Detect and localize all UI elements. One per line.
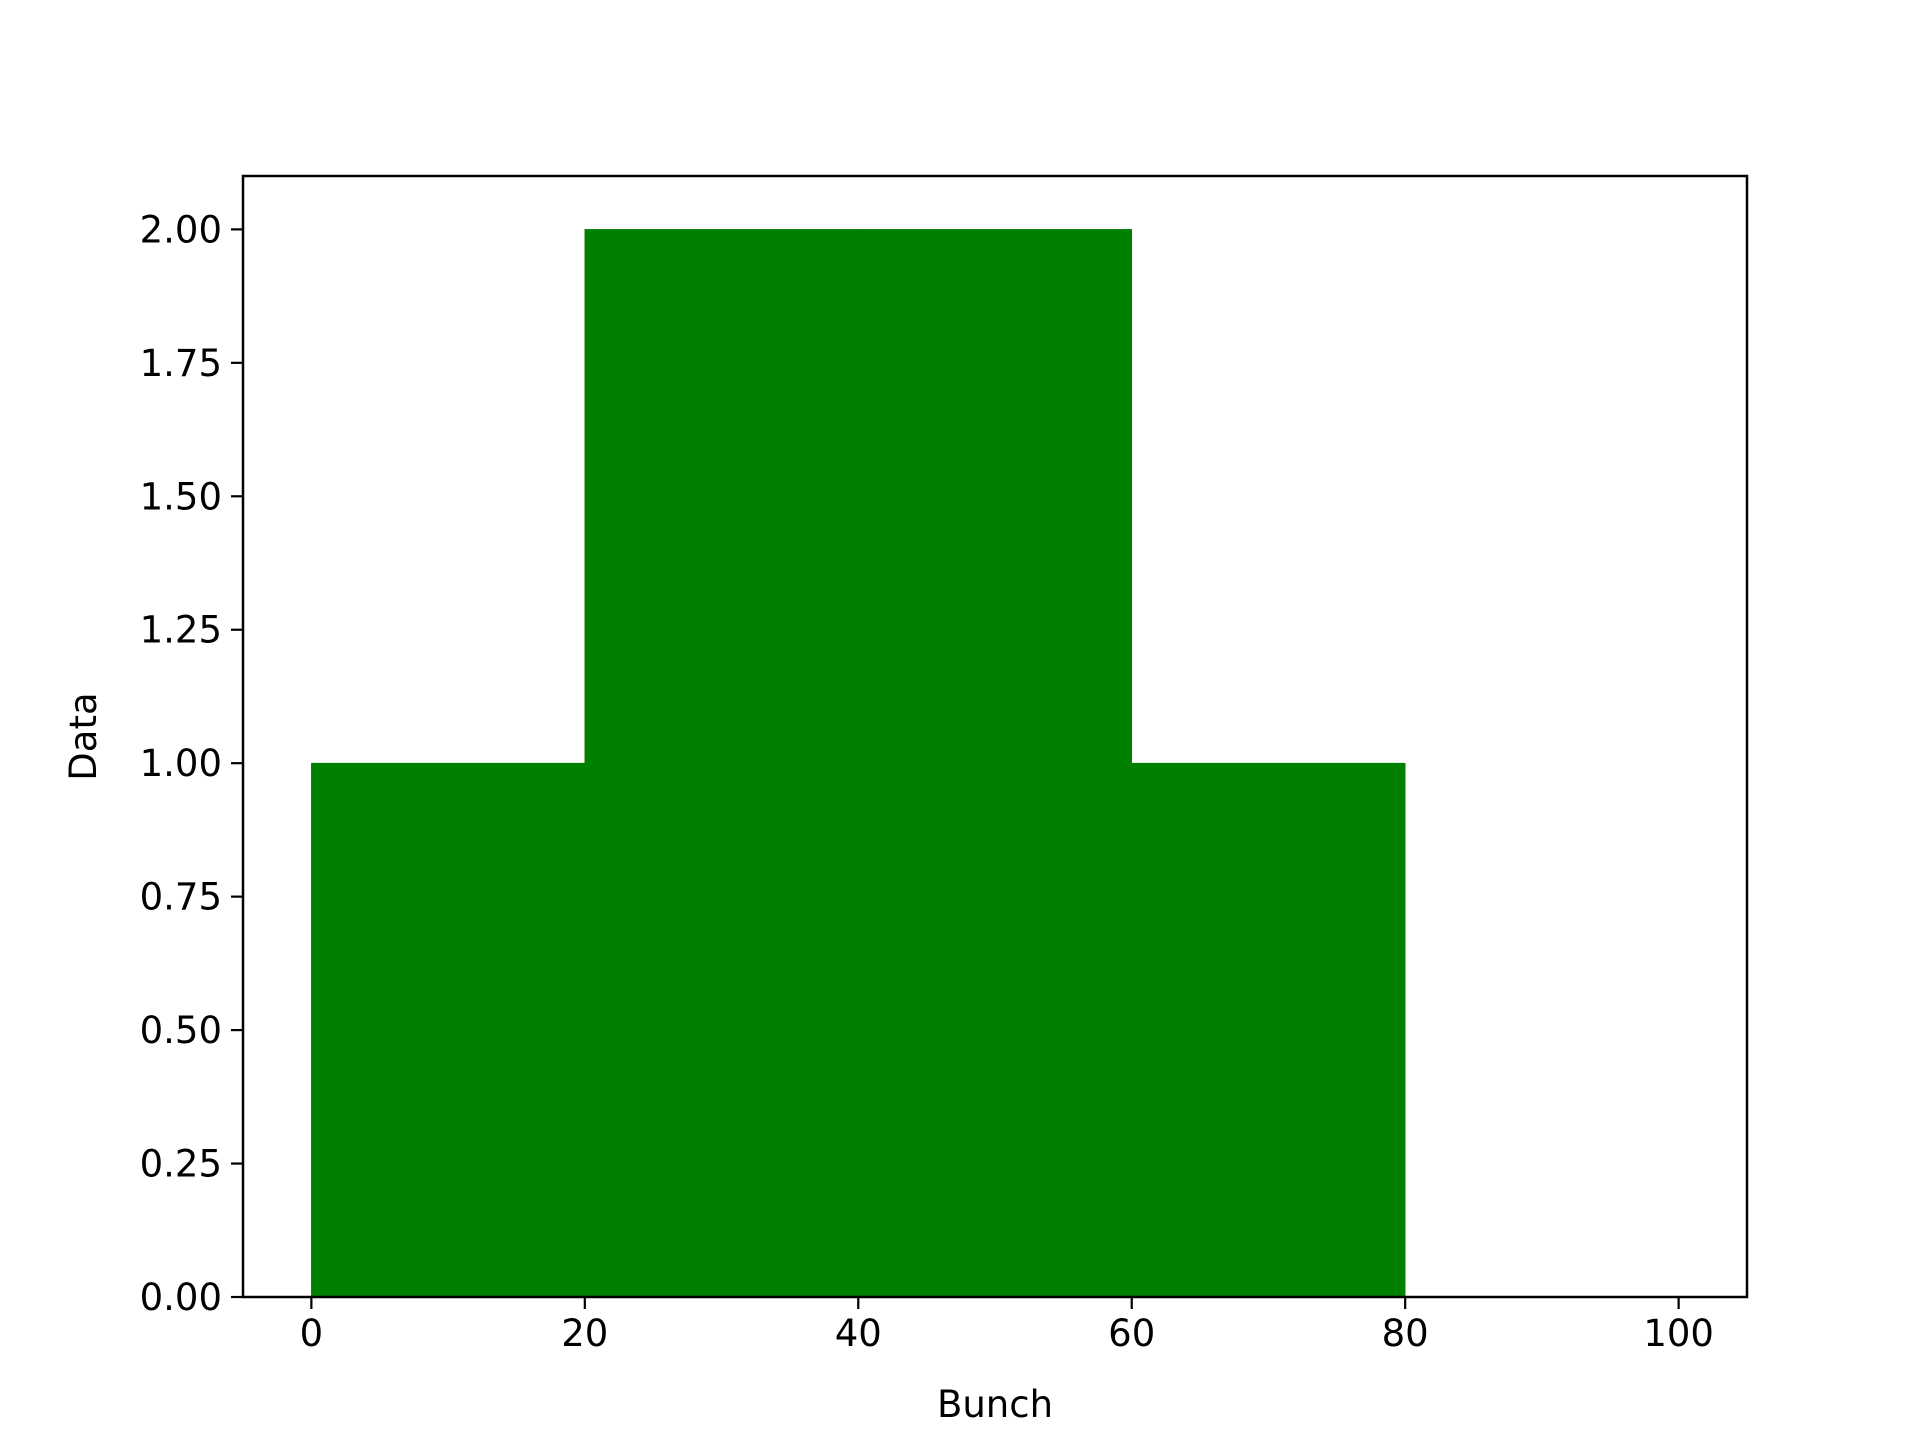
x-tick-label: 40 (835, 1312, 882, 1355)
x-tick-label: 100 (1643, 1312, 1714, 1355)
bars-group (311, 229, 1406, 1298)
bar-1 (584, 229, 859, 1298)
y-axis-ticks: 0.00 0.25 0.50 0.75 1.00 1.25 1.50 1.75 2.00 (140, 208, 243, 1319)
x-axis-ticks: 0 20 40 60 80 100 (300, 1297, 1714, 1355)
bar-0 (311, 762, 586, 1298)
x-tick-label: 60 (1108, 1312, 1155, 1355)
y-axis-label: Data (62, 692, 105, 780)
y-tick-label: 1.75 (140, 342, 222, 385)
bar-2 (857, 229, 1133, 1298)
y-tick-label: 1.50 (140, 475, 222, 518)
x-axis-label: Bunch (937, 1383, 1053, 1426)
y-tick-label: 1.25 (140, 609, 222, 652)
y-tick-label: 0.50 (140, 1009, 222, 1052)
y-tick-label: 1.00 (140, 742, 222, 785)
plot-frame (241, 174, 1749, 1299)
x-tick-label: 20 (561, 1312, 608, 1355)
y-tick-label: 0.25 (140, 1143, 222, 1186)
y-tick-label: 0.00 (140, 1276, 222, 1319)
x-tick-label: 80 (1382, 1312, 1429, 1355)
y-tick-label: 2.00 (140, 208, 222, 251)
x-tick-label: 0 (300, 1312, 324, 1355)
y-tick-label: 0.75 (140, 876, 222, 919)
bar-3 (1131, 762, 1406, 1298)
